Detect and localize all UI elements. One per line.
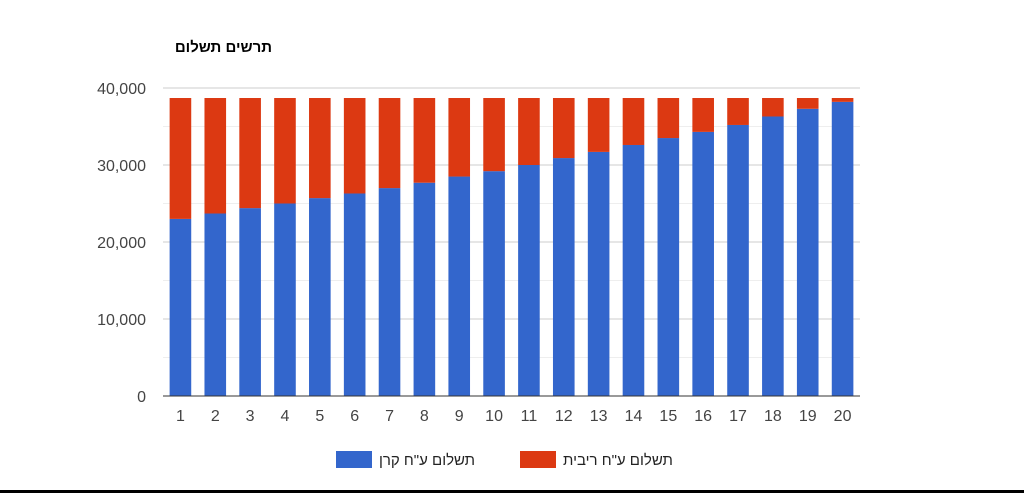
x-tick-label: 17 [729,408,747,425]
legend-label-interest: תשלום ע"ח ריבית [563,452,673,469]
bar-interest [727,98,749,125]
x-tick-label: 5 [315,408,324,425]
bar-interest [378,98,401,189]
y-tick-label: 20,000 [97,235,146,252]
bar-interest [483,98,505,172]
bar-interest [274,98,296,204]
bar-principal [622,144,645,396]
bar-principal [169,218,192,396]
bar-interest [239,98,261,209]
x-tick-label: 18 [764,408,782,425]
bar-principal [518,165,540,396]
x-tick-label: 4 [281,408,290,425]
legend-swatch-principal [336,451,372,468]
bar-principal [796,108,819,396]
y-tick-label: 10,000 [97,312,146,329]
x-tick-label: 8 [420,408,429,425]
bar-principal [204,213,227,396]
x-tick-label: 19 [799,408,817,425]
legend: תשלום ע"ח קרן תשלום ע"ח ריבית [336,451,673,469]
x-tick-label: 9 [455,408,464,425]
chart-title: תרשים תשלום [175,39,272,56]
bar-interest [796,98,819,109]
bar-principal [448,176,471,396]
bar-interest [413,98,436,183]
y-tick-label: 30,000 [97,158,146,175]
bar-interest [169,98,192,219]
x-tick-label: 11 [521,408,538,425]
x-tick-label: 20 [834,408,852,425]
bar-interest [831,98,854,102]
bar-interest [518,98,540,165]
bar-interest [762,98,784,117]
x-tick-label: 2 [211,408,220,425]
x-axis-ticks: 1 2 3 4 5 6 7 8 9 10 11 12 13 14 15 16 17 18 19 20 [176,408,852,425]
y-axis-ticks: 0 10,000 20,000 30,000 40,000 [97,81,146,406]
x-tick-label: 7 [385,408,394,425]
x-tick-label: 1 [176,408,185,425]
bar-interest [448,98,471,177]
bar-principal [657,138,680,397]
bar-principal [274,203,296,396]
bar-principal [692,131,714,396]
y-tick-label: 0 [137,389,146,406]
x-tick-label: 15 [659,408,677,425]
x-tick-label: 13 [590,408,608,425]
bottom-divider [0,490,1024,493]
x-tick-label: 12 [555,408,573,425]
x-tick-label: 3 [246,408,255,425]
bar-principal [309,198,331,396]
bar-principal [413,182,436,396]
x-tick-label: 16 [694,408,712,425]
grid-lines [163,87,860,358]
bar-interest [309,98,331,199]
x-tick-label: 10 [485,408,503,425]
bar-interest [204,98,227,214]
bar-principal [552,158,575,396]
y-tick-label: 40,000 [97,81,146,98]
bar-interest [622,98,645,145]
bar-principal [483,171,505,396]
bar-principal [727,124,749,397]
bar-principal [762,116,784,397]
bars [169,98,854,397]
bar-principal [831,101,854,397]
x-tick-label: 14 [625,408,643,425]
bar-interest [657,98,680,139]
bar-interest [692,98,714,132]
bar-principal [239,208,261,396]
bar-interest [587,98,610,152]
bar-interest [343,98,366,194]
bar-interest [552,98,575,159]
legend-label-principal: תשלום ע"ח קרן [379,452,475,469]
bar-principal [378,188,401,396]
legend-swatch-interest [520,451,556,468]
x-tick-label: 6 [350,408,359,425]
bar-principal [587,151,610,396]
bar-principal [343,193,366,396]
